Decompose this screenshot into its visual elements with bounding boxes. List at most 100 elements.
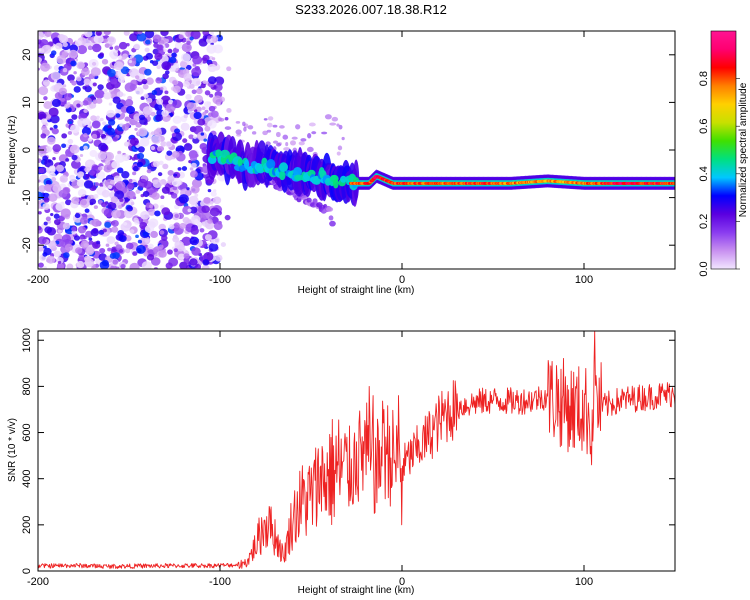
noise-speckle bbox=[49, 172, 56, 179]
noise-speckle bbox=[129, 33, 139, 42]
noise-speckle bbox=[66, 263, 74, 269]
snr-x-axis: -200 -100 0 100 bbox=[27, 331, 593, 588]
noise-speckle bbox=[57, 229, 62, 233]
noise-speckle bbox=[115, 113, 121, 118]
noise-speckle bbox=[115, 181, 126, 191]
colorbar-tick-label: 0.8 bbox=[698, 71, 710, 86]
noise-speckle bbox=[283, 147, 291, 151]
noise-speckle bbox=[167, 175, 175, 182]
noise-speckle bbox=[59, 175, 68, 183]
noise-speckle bbox=[91, 61, 97, 66]
noise-speckle bbox=[186, 40, 191, 45]
noise-speckle bbox=[97, 84, 104, 91]
noise-speckle bbox=[103, 31, 111, 36]
noise-speckle bbox=[77, 225, 87, 234]
signal-band bbox=[278, 170, 286, 181]
noise-speckle bbox=[150, 145, 156, 151]
noise-speckle bbox=[267, 116, 274, 121]
spectrogram-y-tick-label: 20 bbox=[21, 49, 33, 61]
noise-speckle bbox=[147, 208, 156, 216]
noise-speckle bbox=[43, 101, 53, 110]
noise-speckle bbox=[94, 182, 100, 187]
snr-line-layer bbox=[38, 331, 675, 570]
noise-speckle bbox=[204, 126, 211, 132]
noise-speckle bbox=[226, 108, 232, 113]
noise-speckle bbox=[174, 41, 183, 50]
noise-speckle bbox=[118, 249, 124, 253]
noise-speckle bbox=[185, 94, 192, 100]
noise-speckle bbox=[115, 244, 123, 251]
noise-speckle bbox=[104, 43, 110, 48]
secondary-trail-blob bbox=[329, 220, 336, 227]
noise-speckle bbox=[181, 236, 192, 246]
noise-speckle bbox=[124, 116, 131, 122]
noise-speckle bbox=[98, 229, 105, 235]
noise-speckle bbox=[194, 264, 202, 269]
noise-speckle bbox=[63, 93, 72, 101]
noise-speckle bbox=[76, 44, 88, 55]
noise-speckle bbox=[189, 167, 194, 171]
noise-speckle bbox=[152, 160, 160, 168]
noise-speckle bbox=[112, 136, 119, 142]
colorbar-gradient bbox=[711, 31, 736, 269]
noise-speckle bbox=[150, 111, 156, 117]
noise-speckle bbox=[83, 145, 88, 150]
noise-speckle bbox=[196, 87, 203, 95]
noise-speckle bbox=[62, 84, 67, 88]
noise-speckle bbox=[88, 237, 93, 241]
signal-band bbox=[340, 175, 347, 183]
noise-speckle bbox=[199, 143, 208, 151]
noise-speckle bbox=[119, 198, 124, 202]
colorbar-tick-label: 0.0 bbox=[698, 261, 710, 276]
noise-speckle bbox=[82, 117, 91, 126]
noise-speckle bbox=[168, 56, 177, 64]
noise-speckle bbox=[156, 65, 161, 70]
noise-speckle bbox=[190, 162, 197, 169]
noise-speckle bbox=[126, 205, 134, 212]
noise-speckle bbox=[204, 234, 212, 241]
noise-speckle bbox=[171, 150, 180, 158]
noise-speckle bbox=[129, 262, 140, 269]
spectrogram-y-tick-label: -10 bbox=[21, 190, 33, 206]
noise-speckle bbox=[80, 199, 87, 206]
noise-speckle bbox=[224, 214, 231, 221]
noise-speckle bbox=[164, 70, 170, 75]
noise-speckle bbox=[104, 151, 115, 161]
noise-speckle bbox=[279, 125, 285, 129]
noise-speckle bbox=[41, 118, 48, 124]
noise-speckle bbox=[191, 247, 201, 256]
noise-speckle bbox=[45, 180, 52, 186]
noise-speckle bbox=[73, 86, 81, 93]
noise-speckle bbox=[160, 141, 167, 147]
noise-speckle bbox=[50, 71, 61, 81]
noise-speckle bbox=[336, 151, 341, 156]
noise-speckle bbox=[130, 201, 135, 206]
noise-speckle bbox=[65, 158, 70, 162]
noise-speckle bbox=[224, 126, 232, 130]
noise-speckle bbox=[329, 122, 337, 126]
noise-speckle bbox=[76, 103, 81, 108]
noise-speckle bbox=[48, 165, 56, 172]
noise-speckle bbox=[207, 218, 213, 224]
noise-speckle bbox=[71, 230, 77, 235]
noise-speckle bbox=[144, 31, 155, 39]
noise-speckle bbox=[71, 226, 77, 232]
noise-speckle bbox=[196, 131, 207, 141]
noise-speckle bbox=[188, 160, 192, 164]
noise-speckle bbox=[71, 154, 78, 161]
noise-speckle bbox=[134, 86, 144, 95]
noise-speckle bbox=[120, 66, 130, 75]
noise-speckle bbox=[183, 253, 190, 259]
noise-speckle bbox=[84, 166, 91, 173]
noise-speckle bbox=[114, 45, 120, 51]
noise-speckle bbox=[202, 31, 210, 36]
noise-speckle bbox=[133, 43, 141, 50]
noise-speckle bbox=[76, 260, 85, 269]
snr-panel: -200 -100 0 100 0 200 400 600 800 1000 Height of… bbox=[7, 328, 676, 596]
noise-speckle bbox=[154, 210, 161, 217]
noise-speckle bbox=[64, 143, 70, 148]
noise-speckle bbox=[82, 100, 89, 106]
noise-speckle bbox=[38, 86, 49, 96]
noise-speckle bbox=[101, 201, 107, 208]
